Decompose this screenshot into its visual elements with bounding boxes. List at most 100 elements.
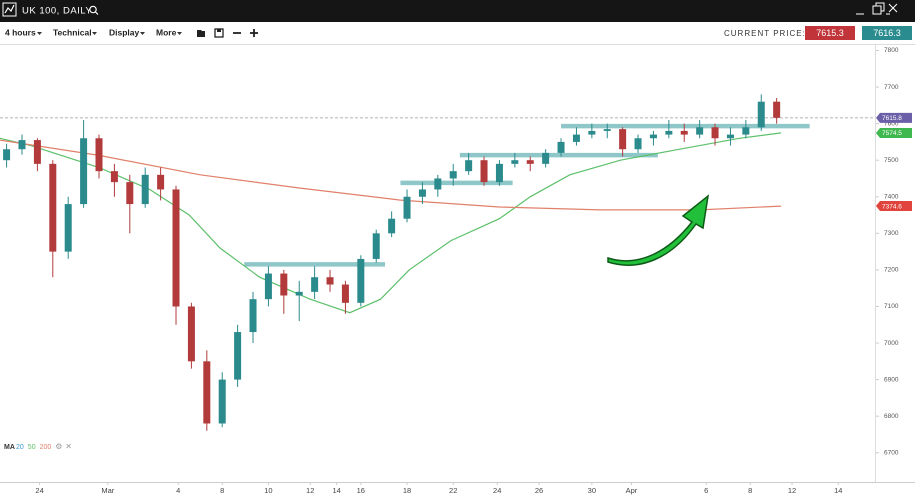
x-tick-label: 14 bbox=[834, 486, 842, 495]
x-tick-label: 8 bbox=[220, 486, 224, 495]
candle-body bbox=[649, 134, 657, 139]
candle-body bbox=[480, 160, 488, 183]
candle-body bbox=[603, 129, 611, 131]
symbol-title: UK 100, DAILY bbox=[22, 6, 92, 17]
candle-body bbox=[341, 284, 349, 303]
menu-more[interactable]: More bbox=[156, 27, 177, 37]
candle-body bbox=[619, 129, 627, 150]
candle-body bbox=[434, 178, 442, 190]
candle-body bbox=[773, 101, 781, 118]
candle-body bbox=[372, 233, 380, 259]
search-icon[interactable] bbox=[89, 5, 99, 15]
candle-body bbox=[18, 140, 26, 150]
x-tick-label: 30 bbox=[588, 486, 596, 495]
carets bbox=[37, 32, 182, 35]
price-tag bbox=[876, 127, 912, 138]
toolbar-icons[interactable] bbox=[197, 28, 258, 38]
bid-price: 7615.3 bbox=[816, 28, 844, 38]
indicator-label: MA bbox=[4, 444, 15, 451]
menu-interval[interactable]: 4 hours bbox=[5, 27, 36, 37]
indicator-settings: ⚙ bbox=[55, 442, 62, 451]
candle-body bbox=[665, 130, 673, 135]
candle-body bbox=[110, 171, 118, 183]
y-tick-label: 7300 bbox=[884, 230, 899, 237]
x-tick-label: 8 bbox=[748, 486, 752, 495]
menu-display[interactable]: Display bbox=[109, 27, 140, 37]
ask-box[interactable] bbox=[862, 26, 912, 40]
candle-body bbox=[172, 189, 180, 307]
candle-body bbox=[418, 189, 426, 197]
candle-body bbox=[680, 130, 688, 135]
candle-body bbox=[511, 160, 519, 164]
candle-body bbox=[757, 101, 765, 128]
menu-technical[interactable]: Technical bbox=[53, 27, 92, 37]
candle-body bbox=[141, 174, 149, 205]
candle-body bbox=[495, 163, 503, 183]
x-tick-label: 6 bbox=[704, 486, 708, 495]
candle-body bbox=[449, 171, 457, 179]
y-tick-label: 7200 bbox=[884, 267, 899, 274]
candle-body bbox=[203, 361, 211, 424]
plot: 6700 6800 6900 7000 7100 7200 7300 7400 7500 7600… bbox=[0, 47, 912, 495]
candle-body bbox=[187, 306, 195, 362]
y-tick-label: 7100 bbox=[884, 303, 899, 310]
candle-body bbox=[711, 127, 719, 139]
trend-arrow bbox=[607, 194, 710, 266]
candle-body bbox=[572, 134, 580, 142]
candle-body bbox=[49, 163, 57, 252]
current-price-label: CURRENT PRICE: bbox=[724, 29, 806, 38]
indicator-period: 50 bbox=[28, 444, 36, 451]
y-tick-label: 7600 bbox=[884, 120, 899, 127]
candle-body bbox=[157, 174, 165, 190]
candle-body bbox=[526, 160, 534, 164]
candle-body bbox=[249, 299, 257, 333]
y-tick-label: 6900 bbox=[884, 376, 899, 383]
x-tick-label: 16 bbox=[357, 486, 365, 495]
candle-body bbox=[726, 134, 734, 139]
candle-body bbox=[634, 138, 642, 150]
window-icons[interactable] bbox=[856, 2, 898, 15]
price-tag-label: 7615.8 bbox=[882, 115, 902, 122]
x-tick-label: 14 bbox=[332, 486, 340, 495]
x-tick-label: 10 bbox=[264, 486, 272, 495]
logo-mark bbox=[4, 4, 15, 14]
bid-box[interactable] bbox=[805, 26, 855, 40]
candle-body bbox=[234, 332, 242, 380]
candle-body bbox=[280, 273, 288, 296]
candle-body bbox=[295, 291, 303, 296]
price-tag bbox=[876, 112, 912, 123]
y-tick-label: 6700 bbox=[884, 449, 899, 456]
candle-body bbox=[3, 149, 11, 161]
candle-body bbox=[95, 138, 103, 172]
top-bar bbox=[0, 0, 915, 22]
moving-average bbox=[0, 139, 782, 211]
toolbar bbox=[0, 22, 915, 45]
candle-body bbox=[388, 218, 396, 234]
x-tick-label: 12 bbox=[788, 486, 796, 495]
x-tick-label: 24 bbox=[35, 486, 43, 495]
candle-body bbox=[80, 138, 88, 205]
x-tick-label: 4 bbox=[176, 486, 180, 495]
candle-body bbox=[403, 196, 411, 219]
candle-body bbox=[33, 140, 41, 164]
indicator-period: 20 bbox=[16, 444, 24, 451]
x-tick-label: Mar bbox=[101, 486, 114, 495]
logo bbox=[2, 2, 17, 17]
x-tick-label: Apr bbox=[626, 486, 638, 495]
ask-price: 7616.3 bbox=[873, 28, 901, 38]
y-tick-label: 7800 bbox=[884, 47, 899, 54]
y-tick-label: 7500 bbox=[884, 157, 899, 164]
x-tick-label: 12 bbox=[306, 486, 314, 495]
price-tag-label: 7574.5 bbox=[882, 130, 902, 137]
indicator-period: 200 bbox=[40, 444, 52, 451]
candle-body bbox=[126, 182, 134, 205]
y-tick-label: 7700 bbox=[884, 84, 899, 91]
candle-body bbox=[557, 141, 565, 153]
candle-body bbox=[64, 204, 72, 252]
x-tick-label: 24 bbox=[493, 486, 501, 495]
indicator-close: ✕ bbox=[65, 442, 72, 451]
candle-body bbox=[588, 130, 596, 135]
y-tick-label: 6800 bbox=[884, 413, 899, 420]
